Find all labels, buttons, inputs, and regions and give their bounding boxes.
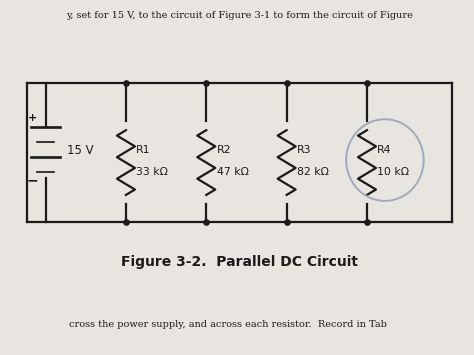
Text: 82 kΩ: 82 kΩ (297, 166, 329, 176)
Text: −: − (27, 173, 38, 187)
Text: Figure 3-2.  Parallel DC Circuit: Figure 3-2. Parallel DC Circuit (121, 255, 358, 269)
Text: +: + (28, 113, 37, 123)
Text: R1: R1 (137, 145, 151, 155)
Text: 15 V: 15 V (67, 144, 93, 157)
Text: R4: R4 (377, 145, 392, 155)
Text: 10 kΩ: 10 kΩ (377, 166, 410, 176)
Text: 47 kΩ: 47 kΩ (217, 166, 248, 176)
Text: 33 kΩ: 33 kΩ (137, 166, 168, 176)
Text: cross the power supply, and across each resistor.  Record in Tab: cross the power supply, and across each … (69, 321, 386, 329)
Text: R3: R3 (297, 145, 311, 155)
Text: R2: R2 (217, 145, 231, 155)
Text: y, set for 15 V, to the circuit of Figure 3-1 to form the circuit of Figure: y, set for 15 V, to the circuit of Figur… (66, 11, 413, 20)
